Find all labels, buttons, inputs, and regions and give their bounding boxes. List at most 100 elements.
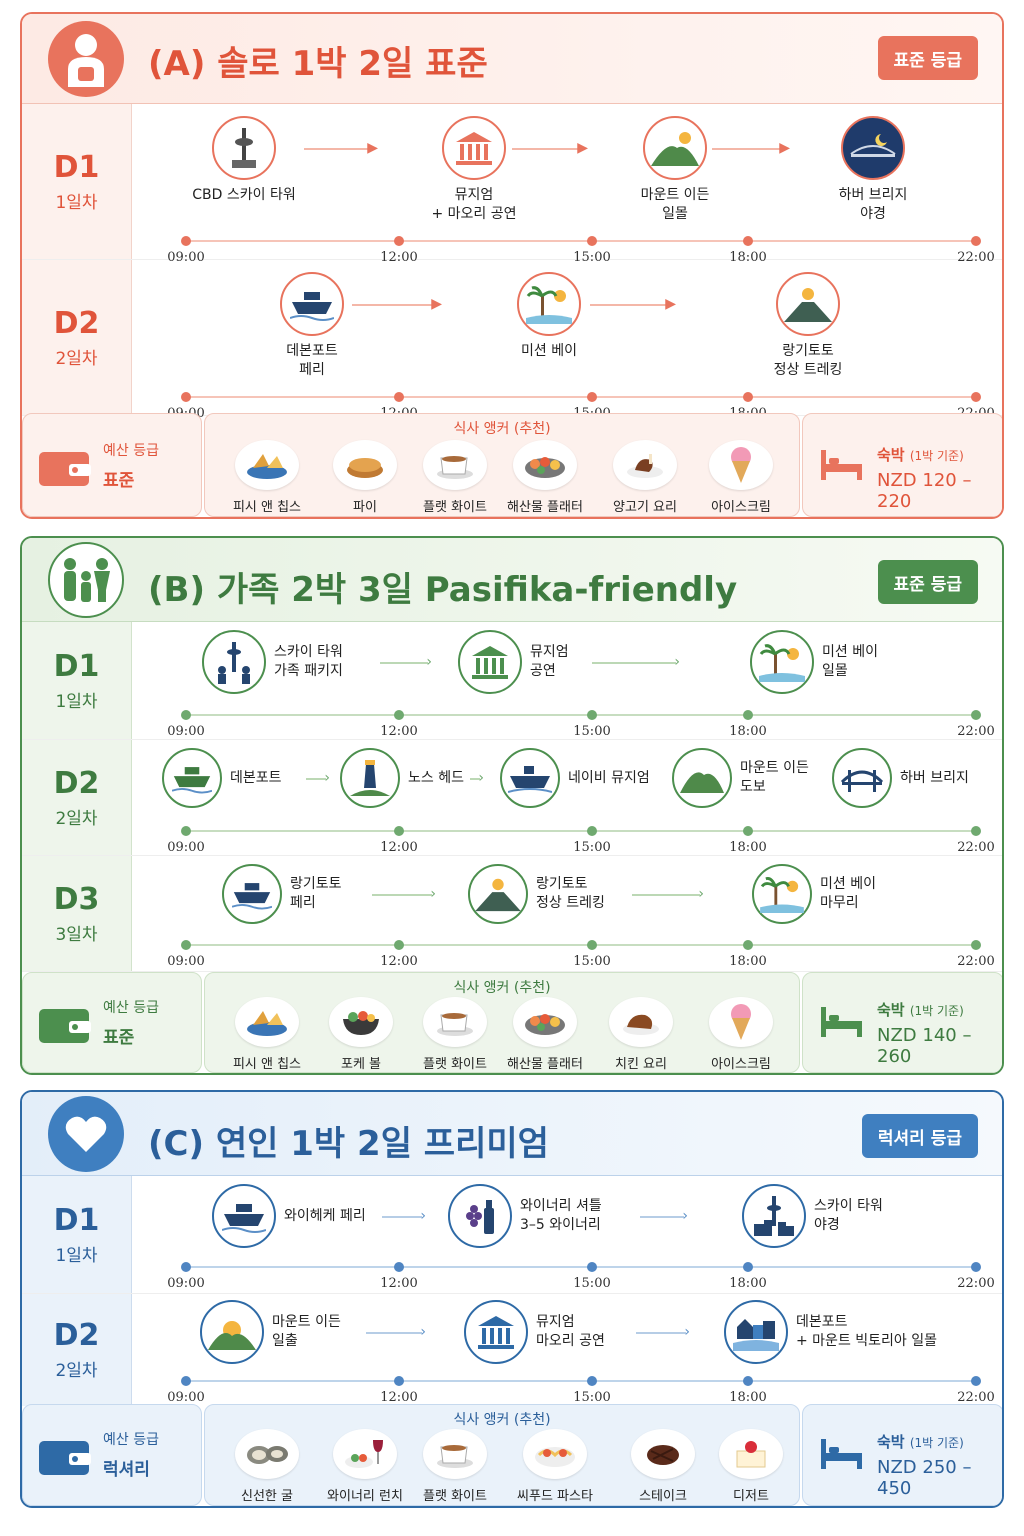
- itinerary-stop[interactable]: 미션 베이 마무리: [752, 864, 876, 924]
- itinerary-stop[interactable]: 스카이 타워 야경: [742, 1184, 883, 1248]
- itinerary-stop[interactable]: 뮤지엄 공연: [458, 630, 569, 694]
- stop-label: 랑기토토: [782, 343, 834, 359]
- museum-icon: [458, 630, 522, 694]
- itinerary-stop[interactable]: 네이비 뮤지엄: [500, 748, 650, 808]
- budget-label: 예산 등급: [103, 443, 159, 459]
- day-label: D2 2일차: [22, 260, 132, 415]
- stay-panel: 숙박 (1박 기준) NZD 250 – 450: [802, 1404, 1002, 1506]
- itinerary-stop[interactable]: 노스 헤드: [340, 748, 464, 808]
- meal-item: 디저트: [701, 1429, 801, 1504]
- time-tick: 12:00: [380, 250, 418, 265]
- stop-label-2: 페리: [290, 895, 316, 911]
- time-tick: 22:00: [957, 724, 995, 739]
- itinerary-stop[interactable]: 뮤지엄 마오리 공연: [464, 1300, 605, 1364]
- stop-text: 마운트 이든 일출: [264, 1313, 341, 1351]
- itinerary-stop[interactable]: 스카이 타워 가족 패키지: [202, 630, 343, 694]
- timeline: 09:00 12:00 15:00 18:00 22:00: [167, 826, 995, 855]
- itinerary-stop[interactable]: 뮤지엄 + 마오리 공연: [394, 116, 554, 224]
- day-sub: 1일차: [55, 691, 98, 712]
- museum-icon: [464, 1300, 528, 1364]
- day-label: D2 2일차: [22, 740, 132, 855]
- itinerary-stop[interactable]: 와이헤케 페리: [212, 1184, 366, 1248]
- meal-item: 플랫 화이트: [405, 997, 505, 1072]
- plan-header: (B) 가족 2박 3일 Pasifika-friendly 표준 등급: [22, 538, 1002, 622]
- itinerary-stop[interactable]: 미션 베이: [469, 272, 629, 361]
- day-code: D2: [53, 305, 100, 341]
- itinerary-stop[interactable]: 데본포트 + 마운트 빅토리아 일몰: [724, 1300, 937, 1364]
- bed-icon: [819, 448, 865, 486]
- plan-footer: 예산 등급 표준 식사 앵커 (추천) 피시 앤 칩스 파이 플랫 화이트 해산…: [22, 413, 1002, 517]
- meal-item: 파이: [315, 440, 415, 515]
- wallet-icon: [39, 1005, 91, 1049]
- arrow-icon: ▶: [590, 297, 676, 311]
- plan-footer: 예산 등급 표준 식사 앵커 (추천) 피시 앤 칩스 포케 볼 플랫 화이트 …: [22, 972, 1002, 1073]
- stop-label-2: 정상 트레킹: [773, 361, 843, 378]
- stop-label-2: + 마오리 공연: [431, 205, 517, 222]
- budget-panel: 예산 등급 표준: [22, 972, 202, 1073]
- itinerary-stop[interactable]: 미션 베이 일몰: [750, 630, 878, 694]
- stop-label: 데본포트: [230, 769, 282, 786]
- itinerary-stop[interactable]: 랑기토토 정상 트레킹: [468, 864, 605, 924]
- timeline: 09:00 12:00 15:00 18:00 22:00: [167, 236, 995, 265]
- wallet-icon: [39, 1437, 91, 1481]
- stay-price: NZD 120 – 220: [877, 470, 972, 512]
- time-tick: 09:00: [167, 250, 205, 265]
- stop-text: 뮤지엄 마오리 공연: [528, 1313, 605, 1351]
- time-tick: 12:00: [380, 840, 418, 855]
- arrow-icon: ›: [632, 887, 704, 901]
- day-code: D1: [53, 648, 100, 684]
- time-tick: 12:00: [380, 1276, 418, 1291]
- arrow-icon: ›: [470, 771, 484, 785]
- ferry-icon: [222, 864, 282, 924]
- stay-price: NZD 250 – 450: [877, 1457, 972, 1499]
- budget-value: 표준: [103, 1028, 135, 1048]
- stop-text: 와이너리 셔틀 3–5 와이너리: [512, 1197, 602, 1235]
- time-tick: 22:00: [957, 1276, 995, 1291]
- itinerary-stop[interactable]: 마운트 이든 일몰: [595, 116, 755, 224]
- itinerary-stop[interactable]: 하버 브리지 야경: [793, 116, 953, 224]
- palm-beach-icon: [752, 864, 812, 924]
- itinerary-stop[interactable]: 마운트 이든 일출: [200, 1300, 341, 1364]
- arrow-icon: ›: [636, 1325, 690, 1339]
- heart-icon: [48, 1096, 124, 1172]
- meal-item: 포케 볼: [311, 997, 411, 1072]
- itinerary-stop[interactable]: 와이너리 셔틀 3–5 와이너리: [448, 1184, 602, 1248]
- plan-title: (A) 솔로 1박 2일 표준: [148, 44, 488, 84]
- stop-label: 와이너리 셔틀: [520, 1198, 602, 1215]
- meals-panel: 식사 앵커 (추천) 피시 앤 칩스 파이 플랫 화이트 해산물 플래터 양고기…: [204, 413, 800, 517]
- harbour-bridge-night-icon: [841, 116, 905, 180]
- itinerary-stop[interactable]: 하버 브리지: [832, 748, 969, 808]
- time-tick: 15:00: [573, 840, 611, 855]
- itinerary-stop[interactable]: 랑기토토 페리: [222, 864, 342, 924]
- itinerary-stop[interactable]: 데본포트 페리: [232, 272, 392, 380]
- itinerary-stop[interactable]: 랑기토토 정상 트레킹: [728, 272, 888, 380]
- day-row-d1: D1 1일차 와이헤케 페리 › 와이너리 셔틀 3–5 와이너리 › 스카이 타…: [22, 1176, 1002, 1294]
- time-tick: 09:00: [167, 840, 205, 855]
- stop-label: 스카이 타워: [814, 1198, 883, 1215]
- stop-label-2: 가족 패키지: [274, 663, 343, 679]
- poke-bowl-icon: [329, 997, 393, 1047]
- time-tick: 18:00: [729, 840, 767, 855]
- stop-label: 네이비 뮤지엄: [568, 769, 650, 786]
- itinerary-stop[interactable]: 데본포트: [162, 748, 282, 808]
- stop-label: 데본포트: [796, 1314, 848, 1331]
- waterfront-town-icon: [724, 1300, 788, 1364]
- day-label: D1 1일차: [22, 622, 132, 739]
- meal-item: 양고기 요리: [595, 440, 695, 515]
- winery-lunch-icon: [333, 1429, 397, 1479]
- ice-cream-icon: [709, 997, 773, 1047]
- itinerary-stop[interactable]: CBD 스카이 타워: [164, 116, 324, 205]
- timeline: 09:00 12:00 15:00 18:00 22:00: [167, 710, 995, 739]
- wine-grapes-icon: [448, 1184, 512, 1248]
- stay-panel: 숙박 (1박 기준) NZD 140 – 260: [802, 972, 1002, 1073]
- stop-label: 하버 브리지: [838, 187, 908, 203]
- day-code: D2: [53, 1318, 100, 1353]
- itinerary-stop[interactable]: 마운트 이든 도보: [672, 748, 809, 808]
- arrow-icon: ›: [640, 1209, 688, 1223]
- stop-label-2: 일몰: [662, 205, 688, 222]
- steak-icon: [631, 1429, 695, 1479]
- sky-tower-icon: [212, 116, 276, 180]
- time-tick: 15:00: [573, 954, 611, 969]
- chicken-dish-icon: [609, 997, 673, 1047]
- stop-label: CBD 스카이 타워: [192, 187, 296, 203]
